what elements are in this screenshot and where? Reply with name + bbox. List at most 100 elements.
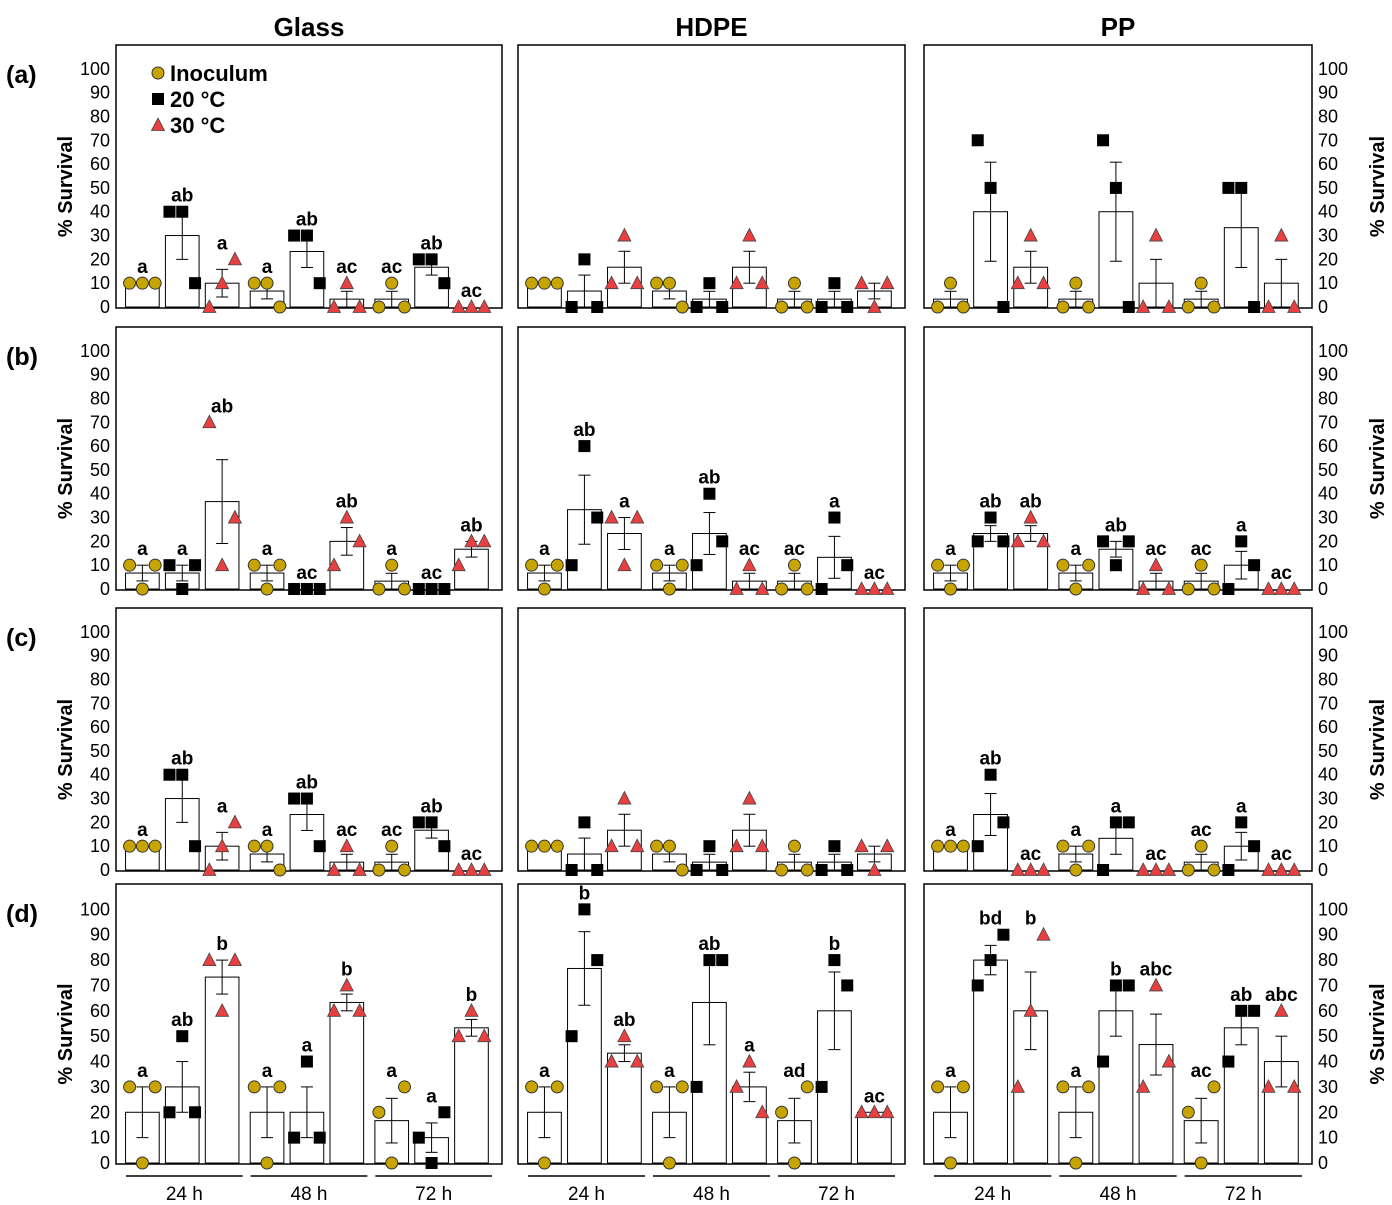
data-point-inoculum	[675, 300, 689, 314]
data-point-inoculum	[1082, 558, 1096, 572]
bar-24-h-30-c: b	[1010, 909, 1051, 1164]
legend-item-30-c: 30 °C	[150, 113, 225, 138]
y-tick-label: 40	[90, 1052, 110, 1072]
y-tick-label: 10	[90, 555, 110, 575]
data-point-20c	[984, 181, 997, 194]
bar-24-h-inoculum: a	[931, 1061, 970, 1170]
significance-label: ab	[296, 210, 318, 231]
y-tick-label: 50	[1318, 1026, 1338, 1046]
data-point-20c	[1222, 181, 1235, 194]
y-tick-label: 100	[80, 59, 110, 79]
data-point-inoculum	[650, 1080, 664, 1094]
data-point-20c	[690, 301, 703, 313]
data-point-inoculum	[1207, 863, 1221, 877]
significance-label: ac	[1191, 539, 1213, 560]
y-tick-label: 70	[1318, 412, 1338, 432]
data-point-inoculum	[956, 300, 970, 314]
data-point-inoculum	[1056, 839, 1070, 853]
data-point-inoculum	[1069, 863, 1083, 877]
bar-24-h-inoculum: a	[931, 539, 970, 596]
data-point-20c	[313, 583, 326, 595]
bar-48-h-30-c: ac	[1135, 539, 1177, 595]
data-point-inoculum	[247, 1080, 261, 1094]
data-point-20c	[300, 583, 313, 595]
data-point-30c	[880, 1104, 895, 1119]
data-point-30c	[729, 275, 744, 290]
data-point-20c	[438, 583, 451, 595]
y-tick-label: 10	[1318, 555, 1338, 575]
significance-label: a	[137, 820, 148, 841]
row-label-a: (a)	[6, 61, 37, 89]
data-point-20c	[163, 768, 176, 781]
y-tick-label: 20	[90, 531, 110, 551]
y-tick-label: 20	[1318, 531, 1338, 551]
significance-label: b	[466, 985, 478, 1006]
column-title-glass: Glass	[274, 12, 345, 42]
bar-48-h-inoculum: a	[650, 539, 689, 596]
y-tick-label: 90	[90, 646, 110, 666]
data-point-30c	[867, 299, 882, 313]
significance-label: a	[1236, 515, 1247, 536]
bar-48-h-30-c: ac	[1135, 844, 1177, 876]
y-tick-label: 100	[80, 341, 110, 361]
bar-24-h-20-c: bd	[971, 909, 1010, 1164]
y-tick-label: 80	[90, 388, 110, 408]
time-label-24-h: 24 h	[568, 1184, 605, 1205]
data-point-inoculum	[787, 558, 801, 572]
significance-label: ad	[783, 1061, 805, 1082]
bar-72-h-20-c: b	[815, 934, 854, 1164]
data-point-20c	[565, 301, 578, 313]
significance-label: ab	[171, 186, 193, 207]
data-point-20c	[565, 1030, 578, 1043]
bar-48-h-20-c: ab	[288, 773, 326, 871]
data-point-inoculum	[385, 558, 399, 572]
significance-label: ac	[1191, 1061, 1213, 1082]
data-point-inoculum	[800, 1080, 814, 1094]
data-point-inoculum	[943, 582, 957, 596]
data-point-inoculum	[398, 863, 412, 877]
data-point-inoculum	[943, 276, 957, 290]
data-point-inoculum	[1082, 1080, 1096, 1094]
significance-label: ab	[171, 749, 193, 770]
bar-24-h-20-c	[565, 253, 604, 313]
significance-label: a	[262, 257, 273, 278]
significance-label: ac	[1145, 844, 1167, 865]
significance-label: ab	[211, 396, 233, 417]
data-point-inoculum	[775, 300, 789, 314]
data-point-inoculum	[123, 276, 137, 290]
panel-frame	[517, 326, 906, 591]
panel-frame	[115, 883, 503, 1165]
data-point-inoculum	[931, 558, 945, 572]
data-point-inoculum	[931, 1080, 945, 1094]
significance-label: b	[1025, 909, 1037, 930]
data-point-inoculum	[956, 558, 970, 572]
significance-label: a	[1071, 820, 1082, 841]
bar-24-h-20-c: ab	[163, 1010, 202, 1164]
bar-24-h-30-c: a	[202, 233, 243, 313]
y-tick-label: 70	[1318, 975, 1338, 995]
data-point-30c	[729, 1079, 744, 1093]
panel-a-pp: 0 10 20 30 40 50 60 70 80 90 100	[923, 44, 1348, 317]
panel-frame	[517, 44, 906, 309]
data-point-20c	[828, 277, 841, 290]
data-point-inoculum	[1069, 276, 1083, 290]
time-label-72-h: 72 h	[415, 1184, 452, 1205]
data-point-30c	[1135, 862, 1151, 876]
data-point-30c	[227, 509, 243, 524]
bar-48-h-20-c: ab	[1097, 515, 1135, 590]
bar-48-h-inoculum: a	[1056, 539, 1096, 596]
data-point-30c	[1161, 299, 1177, 313]
bar-48-h-inoculum	[1056, 276, 1096, 314]
bar-72-h-20-c: a	[1222, 796, 1261, 876]
y-tick-label: 50	[1318, 460, 1338, 480]
significance-label: ab	[1105, 515, 1127, 536]
data-point-20c	[412, 1131, 425, 1144]
data-point-30c	[867, 1104, 882, 1119]
data-point-inoculum	[1194, 276, 1208, 290]
significance-label: ac	[296, 563, 318, 584]
bar-24-h-20-c: ab	[163, 749, 202, 871]
bar-72-h-20-c: ac	[412, 563, 451, 595]
data-point-20c	[425, 816, 438, 829]
data-point-inoculum	[385, 1156, 399, 1170]
